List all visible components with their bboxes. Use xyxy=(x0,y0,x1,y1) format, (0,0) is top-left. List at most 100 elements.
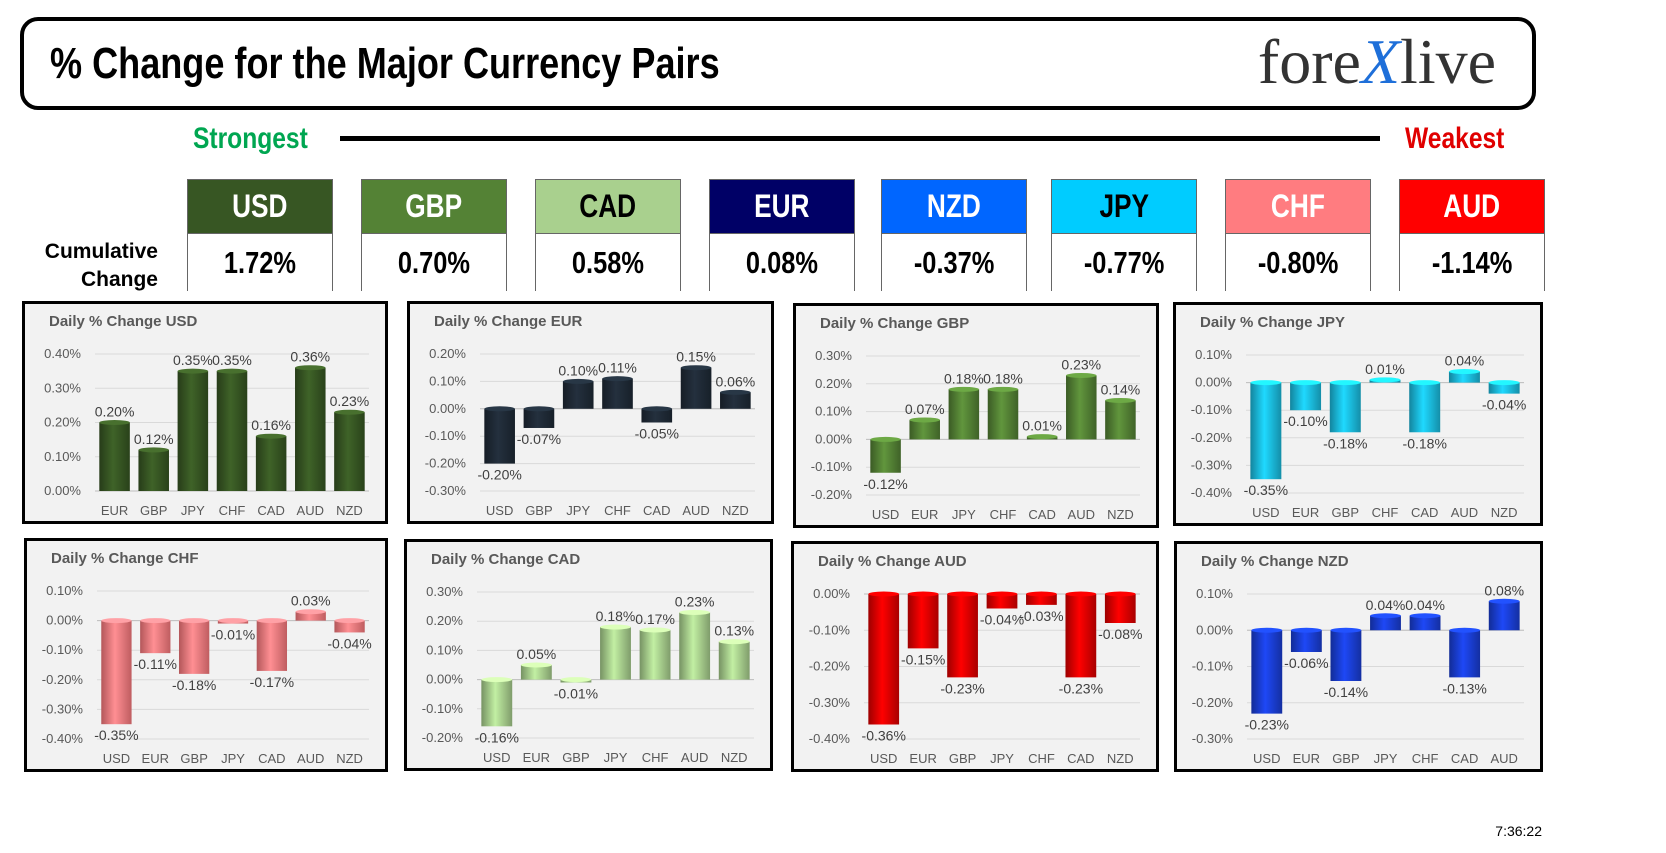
y-tick-label: 0.10% xyxy=(46,583,83,598)
x-tick-label: CHF xyxy=(990,507,1017,522)
y-tick-label: 0.30% xyxy=(426,584,463,599)
x-tick-label: CAD xyxy=(257,503,284,518)
x-tick-label: JPY xyxy=(1374,751,1398,766)
x-tick-label: CHF xyxy=(1372,505,1399,520)
bar-cap xyxy=(295,609,326,615)
bar-usd xyxy=(1251,630,1283,714)
data-label: 0.23% xyxy=(675,593,715,609)
bar-eur xyxy=(140,620,171,654)
bar-cap xyxy=(868,591,900,597)
weakest-label: Weakest xyxy=(1405,122,1505,155)
bar-cap xyxy=(101,618,132,624)
cumulative-change-text: 0.08% xyxy=(745,245,819,280)
bar-chf xyxy=(216,371,248,491)
x-tick-label: GBP xyxy=(562,750,589,765)
data-label: 0.16% xyxy=(251,417,291,433)
chart-panel-aud: Daily % Change AUD -0.40% -0.30% -0.20% -0.1… xyxy=(791,541,1159,772)
bar-cap xyxy=(639,627,671,633)
bar-jpy xyxy=(986,594,1018,609)
y-tick-label: -0.30% xyxy=(42,701,84,716)
chart-title: Daily % Change USD xyxy=(49,313,198,330)
logo-text-right: live xyxy=(1400,26,1496,97)
bar-aud xyxy=(295,611,326,621)
cumulative-change-value: -0.77% xyxy=(1052,234,1196,292)
x-tick-label: AUD xyxy=(1490,751,1517,766)
chart-nzd: Daily % Change NZD -0.30% -0.20% -0.10% 0.00… xyxy=(1192,553,1524,766)
bar-usd xyxy=(101,620,132,725)
data-label: 0.14% xyxy=(1101,381,1141,397)
currency-code: CHF xyxy=(1226,180,1370,234)
data-label: 0.20% xyxy=(95,404,135,420)
currency-box-gbp: GBP 0.70% xyxy=(361,179,507,292)
currency-box-chf: CHF -0.80% xyxy=(1225,179,1371,292)
data-label: 0.18% xyxy=(983,370,1023,386)
bar-cap xyxy=(641,406,673,412)
bar-cap xyxy=(1105,397,1136,403)
chart-title: Daily % Change AUD xyxy=(818,553,967,570)
bar-chf xyxy=(639,629,671,680)
data-label: 0.10% xyxy=(558,362,598,378)
currency-box-jpy: JPY -0.77% xyxy=(1051,179,1197,292)
x-tick-label: USD xyxy=(872,507,899,522)
bar-cap xyxy=(99,420,130,425)
bar-usd xyxy=(481,679,513,727)
currency-code: GBP xyxy=(362,180,506,234)
bar-nzd xyxy=(1488,382,1520,394)
cumulative-change-value: -0.37% xyxy=(882,234,1026,292)
bar-gbp xyxy=(1329,382,1361,433)
bar-cap xyxy=(718,639,750,645)
currency-code: JPY xyxy=(1052,180,1196,234)
chart-title: Daily % Change EUR xyxy=(434,313,583,330)
currency-box-nzd: NZD -0.37% xyxy=(881,179,1027,292)
data-label: 0.17% xyxy=(635,611,675,627)
data-label: -0.04% xyxy=(327,635,371,651)
data-label: 0.15% xyxy=(676,349,716,365)
bar-cap xyxy=(1369,377,1401,383)
x-tick-label: NZD xyxy=(336,751,363,766)
data-label: 0.07% xyxy=(905,401,945,417)
data-label: 0.23% xyxy=(1061,356,1101,372)
bar-cad xyxy=(256,620,288,671)
x-tick-label: EUR xyxy=(909,751,936,766)
x-tick-label: EUR xyxy=(523,750,550,765)
logo-text-left: fore xyxy=(1257,26,1361,97)
bar-cap xyxy=(484,406,515,412)
y-tick-label: 0.00% xyxy=(426,672,463,687)
bar-cap xyxy=(256,618,288,624)
y-tick-label: 0.10% xyxy=(426,642,463,657)
data-label: -0.18% xyxy=(1403,435,1447,451)
bar-usd xyxy=(1250,382,1282,480)
bar-cap xyxy=(679,609,711,615)
logo-x: X xyxy=(1360,26,1401,97)
y-tick-label: -0.40% xyxy=(809,731,851,746)
y-tick-label: -0.10% xyxy=(809,622,851,637)
x-tick-label: JPY xyxy=(221,751,245,766)
data-label: -0.01% xyxy=(554,686,598,702)
y-tick-label: -0.20% xyxy=(42,672,84,687)
y-tick-label: -0.10% xyxy=(1191,402,1233,417)
chart-cad: Daily % Change CAD -0.20% -0.10% 0.00% 0.10%… xyxy=(422,551,754,765)
currency-code: NZD xyxy=(882,180,1026,234)
chart-title: Daily % Change NZD xyxy=(1201,553,1349,570)
data-label: -0.14% xyxy=(1324,684,1368,700)
bar-cap xyxy=(520,662,552,668)
chart-panel-cad: Daily % Change CAD -0.20% -0.10% 0.00% 0.10%… xyxy=(404,539,773,771)
bar-cap xyxy=(1329,380,1361,386)
data-label: 0.04% xyxy=(1445,353,1485,369)
x-tick-label: CHF xyxy=(1028,751,1055,766)
currency-code: USD xyxy=(188,180,332,234)
strength-scale-line xyxy=(340,136,1380,141)
bar-jpy xyxy=(177,371,209,491)
chart-panel-eur: Daily % Change EUR -0.30% -0.20% -0.10% 0.00… xyxy=(407,301,774,524)
currency-code-text: EUR xyxy=(754,188,810,224)
bar-cap xyxy=(560,677,592,683)
data-label: -0.20% xyxy=(477,467,521,483)
bar-nzd xyxy=(334,412,365,491)
bar-cap xyxy=(1488,380,1520,386)
bar-cap xyxy=(1290,627,1322,633)
y-tick-label: -0.40% xyxy=(1191,485,1233,500)
chart-title: Daily % Change CHF xyxy=(51,550,199,567)
x-tick-label: AUD xyxy=(297,751,324,766)
y-tick-label: 0.10% xyxy=(1196,586,1233,601)
chart-panel-gbp: Daily % Change GBP -0.20% -0.10% 0.00% 0.10%… xyxy=(793,303,1159,528)
